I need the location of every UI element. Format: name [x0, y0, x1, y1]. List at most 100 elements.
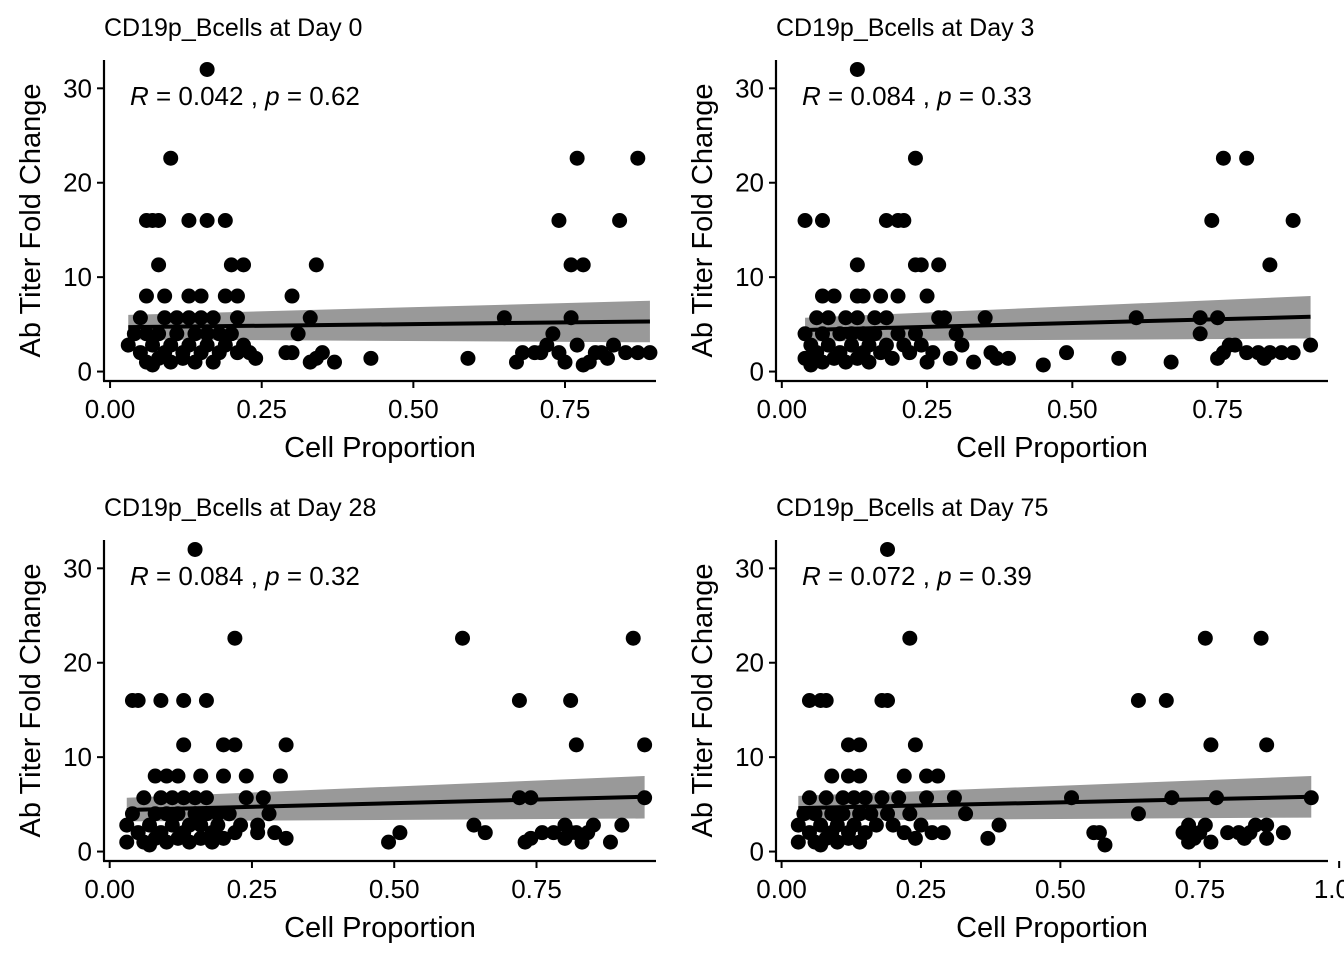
data-point — [829, 817, 845, 833]
data-point — [193, 830, 209, 846]
data-point — [250, 817, 266, 833]
data-point — [216, 737, 232, 753]
data-point — [826, 288, 842, 304]
data-point — [1262, 257, 1278, 273]
data-point — [814, 288, 830, 304]
confidence-band — [128, 300, 650, 343]
data-point — [846, 817, 862, 833]
regression-line — [128, 319, 650, 330]
panel-title: CD19p_Bcells at Day 3 — [776, 14, 1034, 42]
data-point — [193, 768, 209, 784]
data-point — [227, 737, 243, 753]
data-point — [181, 817, 197, 833]
stat-p-symbol: p — [936, 81, 951, 111]
data-point — [1130, 806, 1146, 822]
data-point — [1253, 630, 1269, 646]
data-point — [278, 737, 294, 753]
data-point — [1164, 790, 1180, 806]
correlation-annotation: R = 0.042 , p = 0.62 — [130, 81, 360, 111]
data-point — [880, 806, 896, 822]
data-point — [1285, 213, 1301, 228]
x-tick-label: 0.25 — [227, 874, 278, 904]
data-point — [614, 817, 630, 833]
data-point — [170, 768, 186, 784]
data-point — [861, 354, 877, 370]
data-point — [515, 345, 531, 361]
data-point — [1059, 345, 1075, 361]
y-tick-label: 20 — [735, 648, 764, 678]
data-point — [946, 790, 962, 806]
data-point — [840, 768, 856, 784]
data-point — [844, 337, 860, 353]
x-tick-label: 0.00 — [84, 874, 135, 904]
data-point — [511, 693, 527, 708]
data-point — [849, 61, 865, 77]
data-point — [991, 817, 1007, 833]
data-point — [630, 345, 646, 361]
data-point — [151, 213, 167, 228]
data-point — [884, 350, 900, 366]
data-point — [913, 257, 929, 273]
data-point — [159, 834, 175, 850]
y-tick-label: 20 — [63, 168, 92, 198]
y-tick-label: 10 — [63, 262, 92, 292]
data-point — [857, 790, 873, 806]
data-point — [942, 350, 958, 366]
correlation-annotation: R = 0.084 , p = 0.33 — [802, 81, 1032, 111]
data-point — [835, 790, 851, 806]
regression-line — [126, 794, 645, 813]
data-point — [1091, 825, 1107, 841]
data-point — [392, 825, 408, 841]
data-point — [569, 150, 585, 166]
data-point — [885, 817, 901, 833]
y-tick-label: 10 — [735, 262, 764, 292]
data-point — [637, 737, 653, 753]
data-point — [585, 817, 601, 833]
data-point — [187, 790, 203, 806]
data-point — [907, 150, 923, 166]
data-point — [546, 825, 562, 841]
x-tick-label: 0.25 — [236, 394, 287, 424]
stat-p-symbol: p — [936, 561, 951, 591]
data-point — [1259, 817, 1275, 833]
data-point — [849, 310, 865, 326]
data-point — [159, 768, 175, 784]
data-point — [151, 257, 167, 273]
data-point — [867, 310, 883, 326]
data-point — [248, 350, 264, 366]
data-point — [599, 350, 615, 366]
data-point — [223, 257, 239, 273]
data-point — [119, 834, 135, 850]
data-point — [163, 354, 179, 370]
data-point — [1220, 825, 1236, 841]
data-point — [126, 326, 142, 342]
confidence-band — [126, 776, 645, 822]
x-tick-label: 1.00 — [1314, 874, 1344, 904]
data-point — [477, 825, 493, 841]
data-point — [272, 768, 288, 784]
data-point — [852, 737, 868, 753]
data-point — [157, 310, 173, 326]
data-point — [1192, 326, 1208, 342]
data-point — [138, 326, 154, 342]
data-point — [1204, 213, 1220, 228]
data-point — [948, 326, 964, 342]
data-point — [890, 326, 906, 342]
data-point — [557, 354, 573, 370]
data-point — [551, 213, 567, 228]
data-point — [913, 337, 929, 353]
data-point — [630, 150, 646, 166]
data-point — [1111, 350, 1127, 366]
data-point — [1035, 357, 1051, 373]
data-point — [193, 310, 209, 326]
y-tick-label: 20 — [735, 168, 764, 198]
data-point — [455, 630, 471, 646]
y-tick-label: 0 — [750, 837, 764, 867]
data-point — [863, 806, 879, 822]
data-point — [314, 345, 330, 361]
data-point — [907, 326, 923, 342]
stat-r-value: = 0.084 , — [149, 561, 265, 591]
data-point — [919, 768, 935, 784]
data-point — [568, 737, 584, 753]
